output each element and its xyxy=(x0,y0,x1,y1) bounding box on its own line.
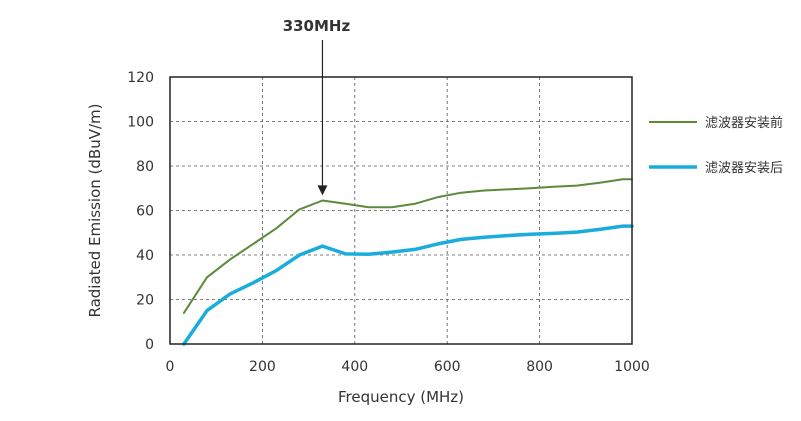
y-tick-label: 60 xyxy=(136,204,154,220)
x-tick-label: 400 xyxy=(341,359,368,375)
annotation-arrow-head xyxy=(317,185,328,196)
grid-lines xyxy=(170,77,632,344)
y-tick-label: 120 xyxy=(127,70,154,86)
tick-labels: 0 200 400 600 800 1000 0 20 40 60 80 100 120 xyxy=(127,70,650,375)
y-tick-label: 0 xyxy=(145,337,154,353)
x-tick-label: 0 xyxy=(166,359,175,375)
y-tick-label: 100 xyxy=(127,115,154,131)
x-tick-label: 600 xyxy=(434,359,461,375)
y-tick-label: 80 xyxy=(136,159,154,175)
y-tick-label: 40 xyxy=(136,248,154,264)
legend-label-after: 滤波器安装后 xyxy=(705,161,783,176)
x-tick-label: 1000 xyxy=(614,359,650,375)
x-tick-label: 800 xyxy=(526,359,553,375)
series-line-0 xyxy=(182,178,633,314)
annotation: 330MHz xyxy=(283,17,351,196)
plot-frame xyxy=(169,76,633,345)
y-tick-label: 20 xyxy=(136,293,154,309)
y-axis-title: Radiated Emission (dBuV/m) xyxy=(86,103,104,317)
x-axis-title: Frequency (MHz) xyxy=(338,388,464,406)
series-lines xyxy=(182,178,634,346)
legend: 滤波器安装前 滤波器安装后 xyxy=(649,115,783,176)
legend-label-before: 滤波器安装前 xyxy=(705,115,783,131)
series-line-1 xyxy=(182,224,634,346)
annotation-label: 330MHz xyxy=(283,17,351,35)
x-tick-label: 200 xyxy=(249,359,276,375)
